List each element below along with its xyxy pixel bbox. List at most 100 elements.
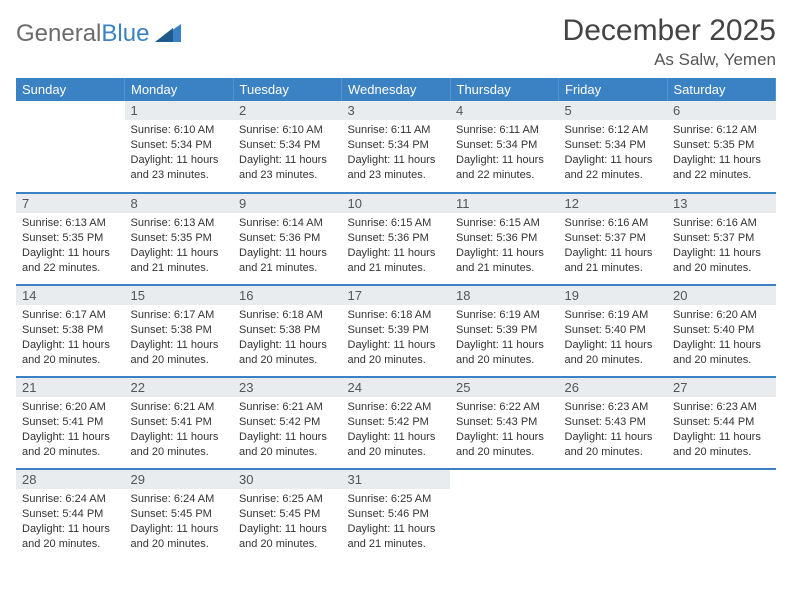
day-number: 15: [125, 286, 234, 305]
day-details: Sunrise: 6:22 AMSunset: 5:43 PMDaylight:…: [450, 397, 559, 465]
sunrise-line: Sunrise: 6:14 AM: [239, 216, 336, 231]
sunrise-line: Sunrise: 6:15 AM: [348, 216, 445, 231]
day-details: Sunrise: 6:17 AMSunset: 5:38 PMDaylight:…: [16, 305, 125, 373]
sunset-line: Sunset: 5:39 PM: [348, 323, 445, 338]
daylight-line: Daylight: 11 hours and 20 minutes.: [131, 430, 228, 460]
calendar-cell: 26Sunrise: 6:23 AMSunset: 5:43 PMDayligh…: [559, 377, 668, 469]
day-details: Sunrise: 6:19 AMSunset: 5:40 PMDaylight:…: [559, 305, 668, 373]
day-number: 20: [667, 286, 776, 305]
sunrise-line: Sunrise: 6:25 AM: [239, 492, 336, 507]
daylight-line: Daylight: 11 hours and 20 minutes.: [131, 522, 228, 552]
daylight-line: Daylight: 11 hours and 21 minutes.: [565, 246, 662, 276]
sunset-line: Sunset: 5:39 PM: [456, 323, 553, 338]
calendar-row: 28 Sunrise: 6:24 AM Sunset: 5:44 PM Dayligh…: [16, 469, 776, 561]
calendar-table: SundayMondayTuesdayWednesdayThursdayFrid…: [16, 78, 776, 561]
day-number: 28: [16, 470, 125, 489]
day-details: Sunrise: 6:18 AMSunset: 5:38 PMDaylight:…: [233, 305, 342, 373]
daylight-line: Daylight: 11 hours and 20 minutes.: [673, 430, 770, 460]
day-number: 2: [233, 101, 342, 120]
day-details: Sunrise: 6:14 AMSunset: 5:36 PMDaylight:…: [233, 213, 342, 281]
calendar-cell: 1Sunrise: 6:10 AMSunset: 5:34 PMDaylight…: [125, 101, 234, 193]
calendar-cell: 30Sunrise: 6:25 AMSunset: 5:45 PMDayligh…: [233, 469, 342, 561]
sunset-line: Sunset: 5:46 PM: [348, 507, 445, 522]
sunset-line: Sunset: 5:45 PM: [239, 507, 336, 522]
sunrise-line: Sunrise: 6:10 AM: [239, 123, 336, 138]
sunrise-line: Sunrise: 6:11 AM: [456, 123, 553, 138]
logo-text: GeneralBlue: [16, 20, 149, 48]
day-number: 21: [16, 378, 125, 397]
daylight-line: Daylight: 11 hours and 21 minutes.: [456, 246, 553, 276]
day-details: Sunrise: 6:12 AMSunset: 5:34 PMDaylight:…: [559, 120, 668, 188]
sunset-line: Sunset: 5:36 PM: [239, 231, 336, 246]
daylight-line: Daylight: 11 hours and 23 minutes.: [131, 153, 228, 183]
weekday-header: Saturday: [667, 78, 776, 101]
daylight-line: Daylight: 11 hours and 20 minutes.: [456, 430, 553, 460]
daylight-line: Daylight: 11 hours and 20 minutes.: [239, 522, 336, 552]
sunset-line: Sunset: 5:34 PM: [565, 138, 662, 153]
day-number: 29: [125, 470, 234, 489]
day-details: Sunrise: 6:10 AMSunset: 5:34 PMDaylight:…: [125, 120, 234, 188]
sunset-line: Sunset: 5:37 PM: [565, 231, 662, 246]
day-details: Sunrise: 6:13 AMSunset: 5:35 PMDaylight:…: [125, 213, 234, 281]
day-number: 30: [233, 470, 342, 489]
daylight-line: Daylight: 11 hours and 22 minutes.: [22, 246, 119, 276]
sunrise-line: Sunrise: 6:23 AM: [565, 400, 662, 415]
calendar-cell: [450, 469, 559, 561]
day-details: Sunrise: 6:15 AMSunset: 5:36 PMDaylight:…: [450, 213, 559, 281]
daylight-line: Daylight: 11 hours and 21 minutes.: [131, 246, 228, 276]
day-details: Sunrise: 6:22 AMSunset: 5:42 PMDaylight:…: [342, 397, 451, 465]
sunrise-line: Sunrise: 6:19 AM: [565, 308, 662, 323]
sunset-line: Sunset: 5:34 PM: [456, 138, 553, 153]
title-block: December 2025 As Salw, Yemen: [563, 14, 776, 70]
sunrise-line: Sunrise: 6:22 AM: [456, 400, 553, 415]
calendar-cell: 14Sunrise: 6:17 AMSunset: 5:38 PMDayligh…: [16, 285, 125, 377]
calendar-row: 7Sunrise: 6:13 AMSunset: 5:35 PMDaylight…: [16, 193, 776, 285]
calendar-cell: 19Sunrise: 6:19 AMSunset: 5:40 PMDayligh…: [559, 285, 668, 377]
daylight-line: Daylight: 11 hours and 22 minutes.: [565, 153, 662, 183]
sunrise-line: Sunrise: 6:23 AM: [673, 400, 770, 415]
day-details: Sunrise: 6:11 AMSunset: 5:34 PMDaylight:…: [450, 120, 559, 188]
weekday-header: Friday: [559, 78, 668, 101]
calendar-cell: 18Sunrise: 6:19 AMSunset: 5:39 PMDayligh…: [450, 285, 559, 377]
day-number: 6: [667, 101, 776, 120]
day-number: 27: [667, 378, 776, 397]
sunrise-line: Sunrise: 6:19 AM: [456, 308, 553, 323]
daylight-line: Daylight: 11 hours and 20 minutes.: [22, 338, 119, 368]
sunset-line: Sunset: 5:36 PM: [456, 231, 553, 246]
calendar-cell: [16, 101, 125, 193]
calendar-cell: 10Sunrise: 6:15 AMSunset: 5:36 PMDayligh…: [342, 193, 451, 285]
day-details: Sunrise: 6:20 AMSunset: 5:41 PMDaylight:…: [16, 397, 125, 465]
sunset-line: Sunset: 5:44 PM: [673, 415, 770, 430]
sunrise-line: Sunrise: 6:17 AM: [22, 308, 119, 323]
day-details: Sunrise: 6:19 AMSunset: 5:39 PMDaylight:…: [450, 305, 559, 373]
calendar-cell: 24Sunrise: 6:22 AMSunset: 5:42 PMDayligh…: [342, 377, 451, 469]
sunset-line: Sunset: 5:42 PM: [348, 415, 445, 430]
daylight-line: Daylight: 11 hours and 20 minutes.: [22, 430, 119, 460]
sunset-line: Sunset: 5:34 PM: [239, 138, 336, 153]
sunrise-line: Sunrise: 6:13 AM: [131, 216, 228, 231]
sunset-line: Sunset: 5:35 PM: [22, 231, 119, 246]
day-number: 3: [342, 101, 451, 120]
sunset-line: Sunset: 5:44 PM: [22, 507, 119, 522]
sunrise-line: Sunrise: 6:20 AM: [22, 400, 119, 415]
sunset-line: Sunset: 5:43 PM: [565, 415, 662, 430]
day-details: Sunrise: 6:25 AMSunset: 5:45 PMDaylight:…: [233, 489, 342, 557]
day-number: 12: [559, 194, 668, 213]
sunset-line: Sunset: 5:45 PM: [131, 507, 228, 522]
daylight-line: Daylight: 11 hours and 20 minutes.: [348, 430, 445, 460]
calendar-cell: 9Sunrise: 6:14 AMSunset: 5:36 PMDaylight…: [233, 193, 342, 285]
calendar-cell: 8Sunrise: 6:13 AMSunset: 5:35 PMDaylight…: [125, 193, 234, 285]
sunrise-line: Sunrise: 6:12 AM: [565, 123, 662, 138]
daylight-line: Daylight: 11 hours and 22 minutes.: [673, 153, 770, 183]
day-number: 9: [233, 194, 342, 213]
weekday-header: Monday: [125, 78, 234, 101]
day-number: 1: [125, 101, 234, 120]
calendar-cell: 29 Sunrise: 6:24 AMSunset: 5:45 PMDayligh…: [125, 469, 234, 561]
calendar-cell: 7Sunrise: 6:13 AMSunset: 5:35 PMDaylight…: [16, 193, 125, 285]
calendar-cell: 22Sunrise: 6:21 AMSunset: 5:41 PMDayligh…: [125, 377, 234, 469]
day-number: 22: [125, 378, 234, 397]
day-number: 31: [342, 470, 451, 489]
sunrise-line: Sunrise: 6:24 AM: [131, 492, 228, 507]
calendar-cell: [559, 469, 668, 561]
day-number: 8: [125, 194, 234, 213]
